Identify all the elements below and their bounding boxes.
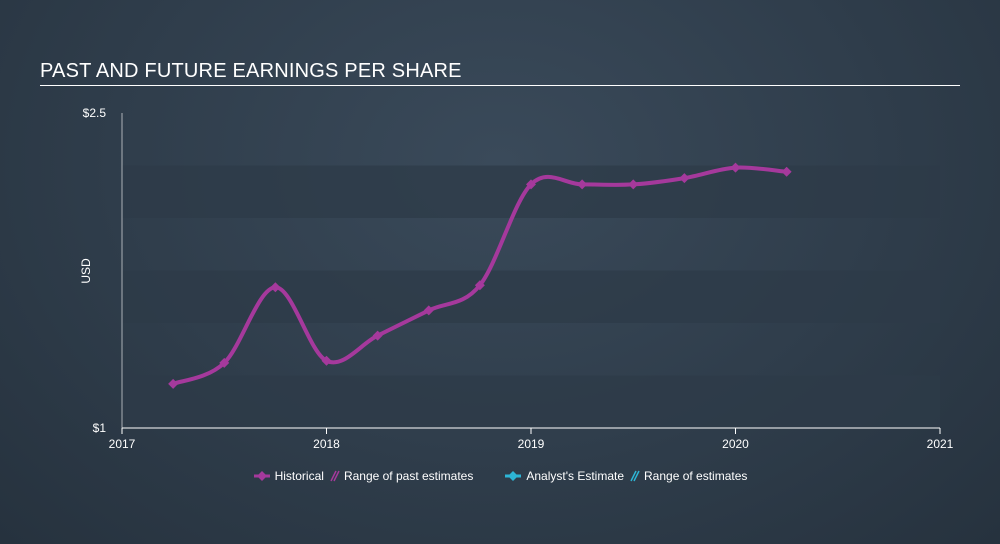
x-tick-label: 2017 [109,437,136,451]
data-point [526,179,536,190]
data-point [423,305,434,316]
title-divider [40,85,960,86]
background-band [122,270,940,323]
legend-item: Range of estimates [630,469,747,483]
chart-legend: Historical Range of past estimates Analyst… [0,468,1000,483]
legend-item: Range of past estimates [330,469,473,483]
data-point [679,173,690,184]
data-point [577,179,588,190]
x-tick-label: 2020 [722,437,749,451]
background-band [122,165,940,218]
data-point [474,280,485,291]
chart-title: PAST AND FUTURE EARNINGS PER SHARE [40,60,462,82]
y-axis-label: USD [79,258,93,284]
legend-label: Range of past estimates [343,468,474,483]
data-point [219,357,230,368]
data-point [730,162,741,173]
x-tick-label: 2019 [518,437,545,451]
hatch-icon [630,470,640,482]
legend-label: Range of estimates [644,468,748,483]
data-point [168,378,179,389]
y-tick-label: $2.5 [83,106,107,120]
data-point [321,355,332,366]
legend-label: Analyst's Estimate [526,468,625,483]
background-band [122,375,940,428]
legend-label: Historical [274,468,324,483]
x-tick-label: 2018 [313,437,340,451]
background-bands [122,165,940,428]
data-point [628,179,639,190]
y-tick-label: $1 [93,421,107,435]
x-tick-label: 2021 [927,437,954,451]
data-point [270,282,281,293]
legend-item: Analyst's Estimate [504,469,624,483]
legend-item: Historical [253,469,324,483]
diamond-line-icon [253,470,270,481]
hatch-icon [330,470,340,482]
series-layer [168,162,792,389]
x-axis-ticks: 2017 2018 2019 2020 2021 [109,428,954,451]
data-point [372,330,383,341]
y-axis-ticks: $2.5 $1 [83,106,107,435]
data-point [781,166,792,177]
diamond-line-icon [505,470,522,481]
